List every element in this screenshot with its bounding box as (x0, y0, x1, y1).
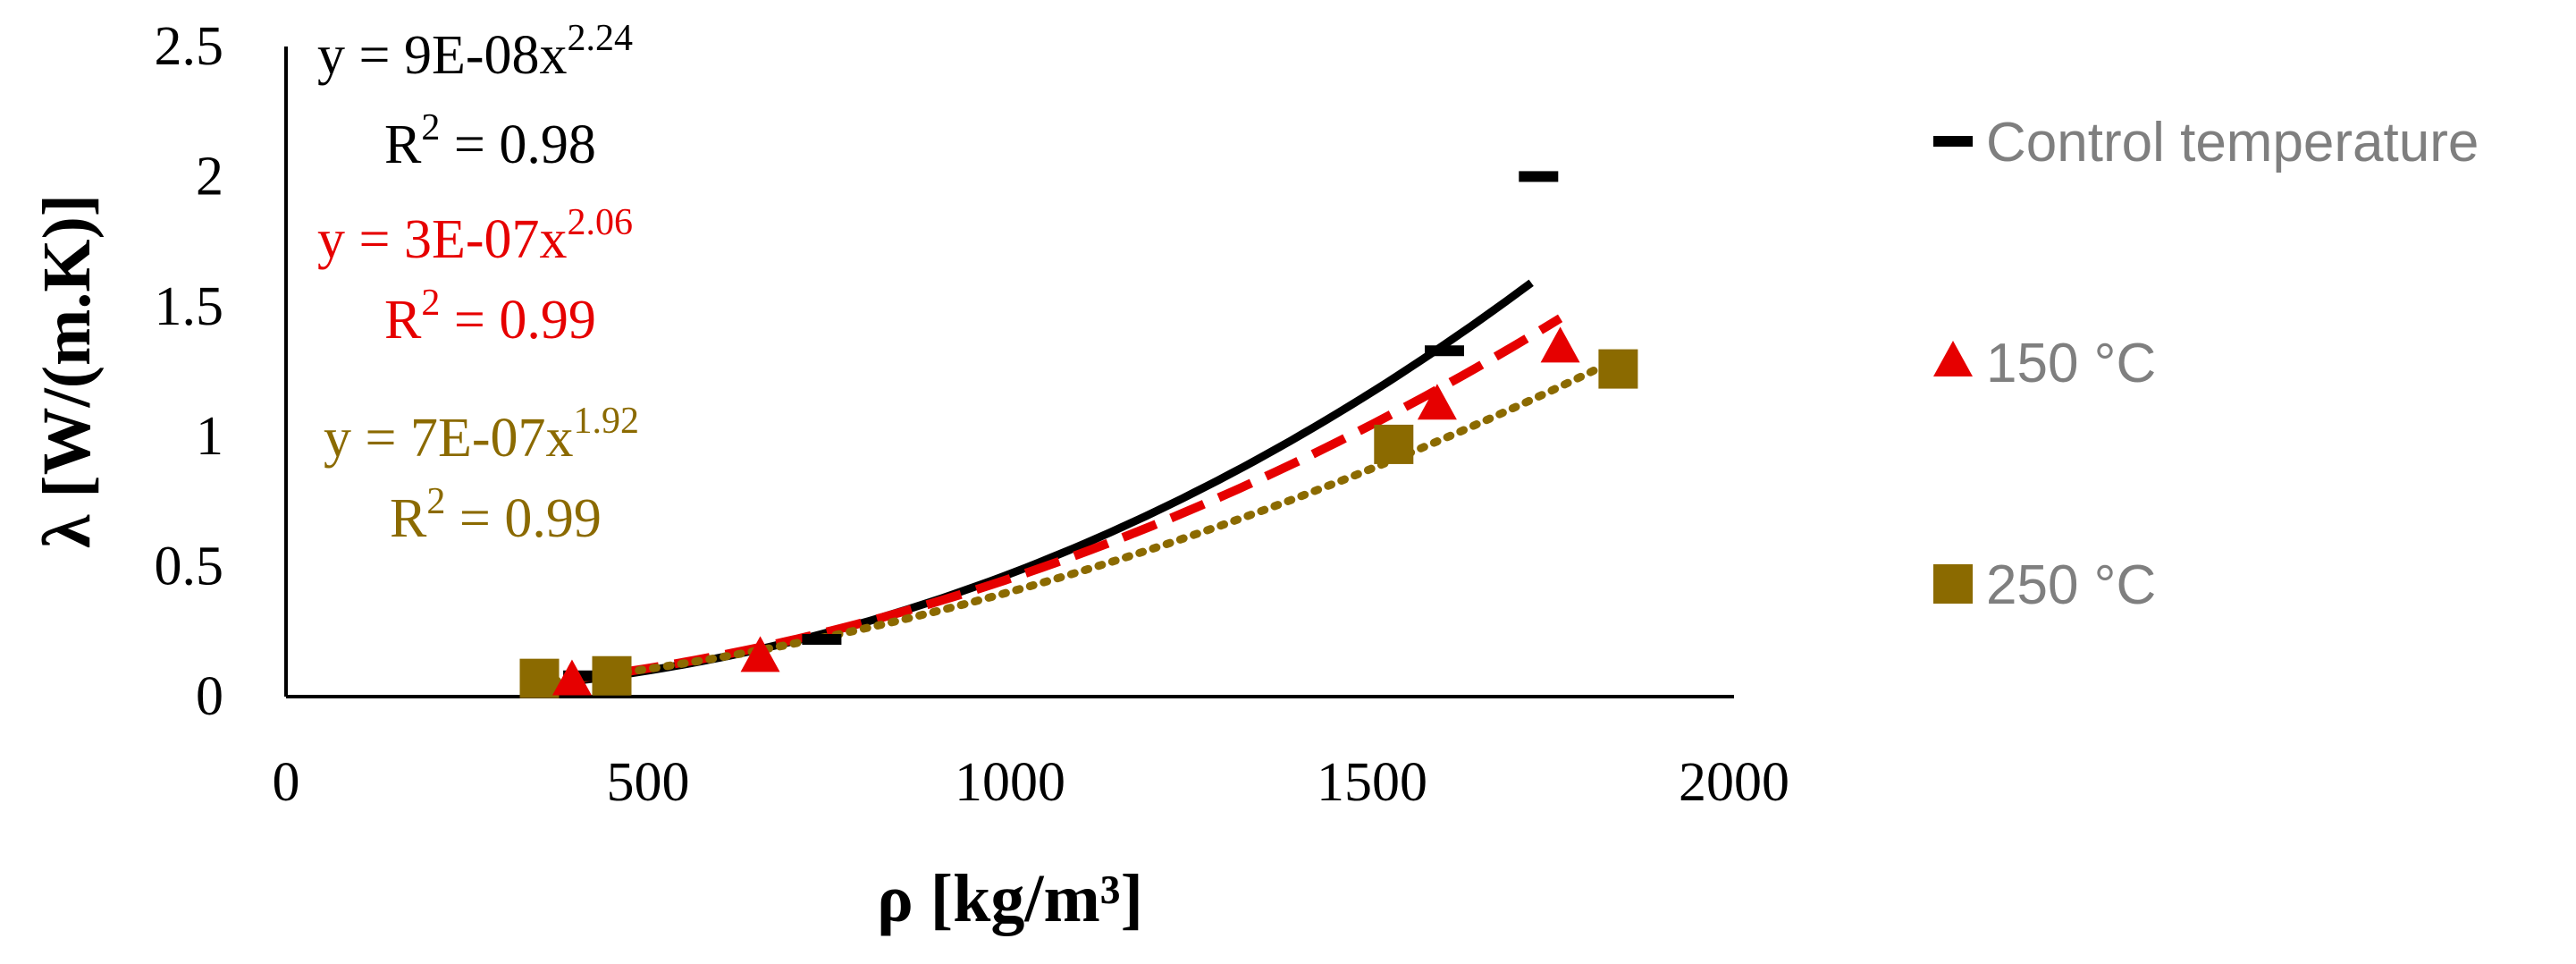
r-squared-label: R (384, 114, 422, 175)
equation-base: y = 7E-07x (324, 408, 573, 469)
r-squared-superscript: 2 (421, 107, 440, 148)
data-markers (519, 171, 1638, 698)
r-squared-value: = 0.99 (445, 488, 601, 549)
y-tick-label: 1.5 (155, 276, 224, 337)
r-squared-value: = 0.98 (440, 114, 595, 175)
data-point-triangle (551, 659, 592, 696)
legend-label: 150 °C (1986, 333, 2156, 394)
x-tick-label: 1500 (1317, 752, 1427, 813)
equation-base: y = 9E-08x (317, 25, 567, 86)
r-squared: R2 = 0.99 (390, 481, 602, 549)
data-point-square (1374, 424, 1414, 464)
y-tick-label: 0 (196, 666, 223, 727)
y-tick-labels: 0 0.5 1 1.5 2 2.5 (155, 16, 224, 727)
trendline-square (535, 354, 1622, 687)
equation-exponent: 2.06 (567, 202, 633, 243)
legend-marker-triangle (1933, 341, 1973, 376)
trendline-equation: y = 3E-07x2.06 (317, 202, 633, 270)
data-point-square (1598, 349, 1638, 389)
data-point-dash (802, 634, 842, 646)
data-point-triangle (1417, 384, 1457, 420)
y-tick-label: 2.5 (155, 16, 224, 77)
trendline-equation: y = 9E-08x2.24 (317, 18, 633, 86)
data-point-dash (1519, 171, 1559, 182)
trendline-dash (568, 279, 1534, 686)
legend: Control temperature 150 °C 250 °C (1933, 112, 2479, 616)
r-squared: R2 = 0.99 (384, 283, 596, 351)
legend-item: 250 °C (1933, 554, 2156, 616)
equation-base: y = 3E-07x (317, 209, 567, 270)
y-tick-label: 0.5 (155, 537, 224, 597)
legend-marker-square (1933, 564, 1973, 604)
trendline-equation: y = 7E-07x1.92 (324, 401, 639, 469)
y-tick-label: 2 (196, 146, 223, 207)
data-point-triangle (740, 636, 780, 672)
r-squared-label: R (390, 488, 427, 549)
x-tick-label: 500 (607, 752, 690, 813)
data-point-dash (1425, 345, 1464, 357)
equation-exponent: 2.24 (567, 18, 633, 59)
x-tick-label: 0 (273, 752, 300, 813)
legend-marker-dash (1933, 136, 1973, 147)
x-tick-label: 1000 (955, 752, 1065, 813)
x-axis-title: ρ [kg/m³] (877, 861, 1143, 936)
r-squared-value: = 0.99 (440, 290, 595, 351)
equation-exponent: 1.92 (573, 401, 639, 442)
r-squared-superscript: 2 (426, 481, 445, 522)
legend-item: 150 °C (1933, 333, 2156, 394)
y-axis-title: λ [W/(m.K)] (29, 194, 105, 548)
legend-label: Control temperature (1986, 112, 2479, 173)
r-squared: R2 = 0.98 (384, 107, 596, 175)
r-squared-superscript: 2 (421, 283, 440, 324)
x-tick-label: 2000 (1679, 752, 1789, 813)
data-point-square (592, 655, 632, 696)
trendlines (535, 279, 1622, 687)
y-tick-label: 1 (196, 406, 223, 467)
data-point-square (519, 658, 560, 698)
legend-label: 250 °C (1986, 554, 2156, 616)
trendline-triangle (571, 314, 1563, 684)
r-squared-label: R (384, 290, 422, 351)
legend-item: Control temperature (1933, 112, 2479, 173)
data-point-triangle (1540, 326, 1580, 363)
x-tick-labels: 0 500 1000 1500 2000 (273, 752, 1790, 813)
